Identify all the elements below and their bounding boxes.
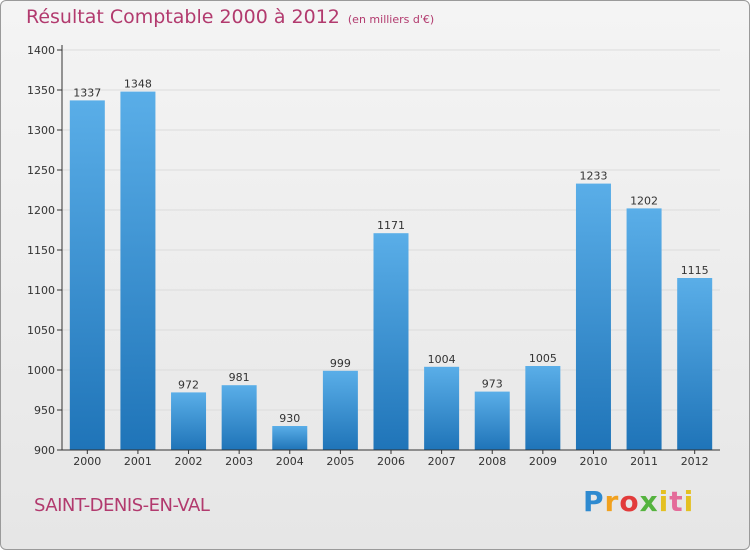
y-tick-label: 1200 [27,204,55,217]
bar [69,100,105,451]
proxiti-logo: Proxiti [583,485,695,518]
y-tick-label: 950 [34,404,55,417]
bar [171,392,207,450]
data-label: 1348 [124,78,152,91]
y-tick-label: 900 [34,444,55,457]
bar [272,426,308,450]
y-tick-label: 1400 [27,44,55,57]
y-tick-label: 1250 [27,164,55,177]
data-label: 1337 [73,86,101,99]
y-tick-label: 1100 [27,284,55,297]
data-label: 981 [229,371,250,384]
data-label: 1004 [428,353,456,366]
x-tick-label: 2008 [478,455,506,468]
data-label: 1115 [681,264,709,277]
city-name: SAINT-DENIS-EN-VAL [34,495,210,516]
x-tick-label: 2010 [579,455,607,468]
bar [373,233,409,450]
bar [677,278,713,450]
x-tick-label: 2005 [326,455,354,468]
x-tick-label: 2012 [681,455,709,468]
bar [575,183,611,450]
y-tick-label: 1350 [27,84,55,97]
x-tick-label: 2002 [175,455,203,468]
x-tick-label: 2003 [225,455,253,468]
data-label: 930 [279,412,300,425]
x-tick-label: 2009 [529,455,557,468]
data-label: 1233 [579,170,607,183]
chart-title: Résultat Comptable 2000 à 2012 (en millie… [26,6,434,28]
bar [525,366,561,450]
y-tick-label: 1050 [27,324,55,337]
bar [424,366,460,450]
data-label: 972 [178,378,199,391]
title-text: Résultat Comptable 2000 à 2012 [26,6,340,28]
data-label: 973 [482,378,503,391]
x-tick-label: 2006 [377,455,405,468]
data-label: 1005 [529,352,557,365]
y-tick-label: 1300 [27,124,55,137]
x-tick-label: 2004 [276,455,304,468]
y-tick-label: 1150 [27,244,55,257]
data-label: 999 [330,357,351,370]
bar [221,385,257,450]
y-tick-label: 1000 [27,364,55,377]
x-tick-label: 2007 [428,455,456,468]
data-label: 1202 [630,194,658,207]
bar [120,91,156,450]
bar [626,208,662,450]
data-label: 1171 [377,219,405,232]
bar [474,391,510,450]
bar [322,370,358,450]
x-tick-label: 2011 [630,455,658,468]
x-tick-label: 2000 [73,455,101,468]
x-tick-label: 2001 [124,455,152,468]
title-subtitle: (en milliers d'€) [347,13,435,26]
